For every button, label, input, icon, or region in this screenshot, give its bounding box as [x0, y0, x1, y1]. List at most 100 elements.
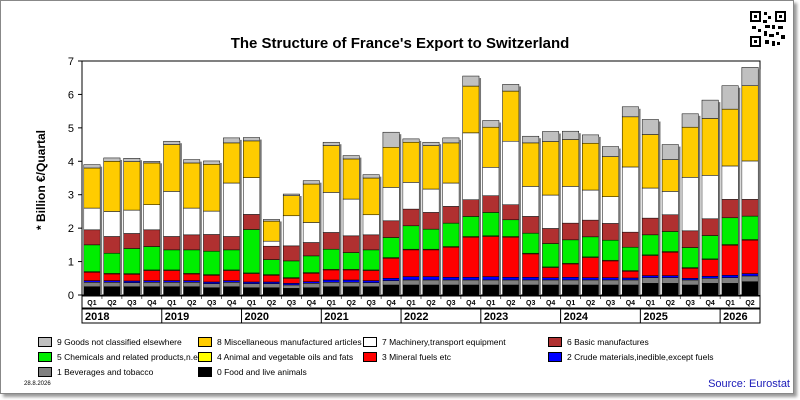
bar-segment-s6-q18: [442, 206, 460, 224]
bar-segment-s9-q20: [482, 120, 500, 128]
bar-shadow: [698, 115, 701, 296]
bar-shadow: [120, 159, 123, 295]
bar-segment-s0-q3: [143, 286, 161, 296]
bar-segment-s1-q33: [741, 275, 759, 282]
x-tick-label: Q1: [725, 300, 734, 307]
bar-shadow: [419, 140, 422, 295]
bar-segment-s0-q22: [522, 284, 540, 296]
bar-segment-s3-q0: [83, 272, 101, 281]
legend-item: 1 Beverages and tobacco: [38, 367, 153, 377]
bar-shadow: [598, 136, 601, 295]
bar-segment-s9-q19: [462, 75, 480, 87]
legend-swatch: [363, 337, 377, 347]
bar-segment-s5-q19: [462, 216, 480, 237]
bar-shadow: [758, 69, 761, 295]
x-tick-label: Q3: [686, 300, 695, 307]
year-label: 2018: [85, 311, 109, 323]
bar-segment-s3-q33: [741, 239, 759, 274]
x-tick-label: Q2: [347, 300, 356, 307]
bar-shadow: [718, 102, 721, 296]
bar-segment-s2-q16: [402, 276, 420, 281]
bar-segment-s1-q14: [362, 282, 380, 287]
bar-segment-s1-q10: [282, 284, 300, 289]
bar-segment-s7-q12: [322, 192, 340, 233]
bar-segment-s0-q10: [282, 288, 300, 296]
bar-segment-s7-q22: [522, 186, 540, 217]
bar-segment-s0-q20: [482, 284, 500, 296]
bar-segment-s6-q8: [243, 214, 260, 230]
bar-segment-s7-q27: [621, 166, 639, 233]
legend-label: 6 Basic manufactures: [567, 337, 649, 347]
y-tick-label: 1: [68, 257, 74, 269]
bar-segment-s3-q9: [263, 275, 280, 283]
bar-segment-s0-q7: [223, 286, 240, 296]
bar-segment-s2-q3: [143, 280, 161, 283]
bar-segment-s0-q25: [582, 284, 599, 296]
bar-segment-s9-q25: [582, 134, 599, 144]
bar-segment-s7-q15: [382, 187, 400, 222]
bar-segment-s8-q24: [562, 139, 579, 187]
x-tick-label: Q2: [506, 300, 515, 307]
x-tick-label: Q3: [127, 300, 136, 307]
bar-segment-s3-q18: [442, 246, 460, 278]
bar-segment-s5-q20: [482, 212, 500, 237]
bar-segment-s8-q12: [322, 145, 340, 193]
bar-segment-s2-q15: [382, 278, 400, 281]
bar-segment-s3-q31: [701, 259, 719, 277]
bar-segment-s1-q26: [602, 279, 619, 286]
bar-segment-s1-q19: [462, 279, 480, 286]
bar-segment-s8-q22: [522, 142, 540, 187]
bar-segment-s6-q26: [602, 223, 619, 241]
bar-segment-s2-q12: [322, 279, 340, 283]
legend-swatch: [38, 367, 52, 377]
bar-segment-s8-q28: [641, 134, 659, 189]
bar-segment-s2-q7: [223, 280, 240, 283]
bar-segment-s7-q14: [362, 214, 380, 236]
bar-segment-s1-q22: [522, 279, 540, 286]
bar-segment-s9-q23: [542, 131, 560, 142]
bar-segment-s7-q10: [282, 215, 300, 247]
bar-segment-s9-q1: [103, 157, 121, 162]
bar-segment-s9-q2: [123, 158, 141, 162]
bar-segment-s3-q27: [621, 271, 639, 279]
bar-segment-s1-q1: [103, 282, 121, 287]
bar-segment-s3-q12: [322, 269, 340, 281]
bar-segment-s5-q25: [582, 236, 599, 258]
bar-segment-s3-q22: [522, 253, 540, 278]
bar-segment-s8-q10: [282, 195, 300, 217]
x-tick-label: Q1: [327, 300, 336, 307]
bar-segment-s1-q11: [302, 283, 320, 288]
bar-segment-s6-q5: [183, 234, 201, 251]
x-tick-label: Q4: [466, 300, 475, 307]
bar-segment-s3-q15: [382, 257, 400, 279]
bar-segment-s3-q30: [681, 268, 699, 279]
bar-segment-s1-q27: [621, 279, 639, 286]
x-tick-label: Q4: [307, 300, 316, 307]
bar-segment-s7-q2: [123, 209, 141, 234]
bar-segment-s2-q22: [522, 277, 540, 281]
bar-segment-s5-q23: [542, 243, 560, 268]
bar-segment-s9-q29: [661, 144, 679, 160]
legend-label: 4 Animal and vegetable oils and fats: [217, 352, 354, 362]
bar-segment-s0-q14: [362, 286, 380, 296]
bar-segment-s8-q19: [462, 85, 480, 134]
bar-segment-s0-q31: [701, 283, 719, 296]
bar-segment-s8-q1: [103, 161, 121, 212]
x-tick-label: Q4: [386, 300, 395, 307]
bar-segment-s0-q12: [322, 286, 340, 296]
bar-segment-s1-q2: [123, 282, 141, 287]
bar-segment-s7-q19: [462, 132, 480, 200]
bar-segment-s5-q22: [522, 232, 540, 254]
bar-segment-s0-q16: [402, 284, 420, 296]
legend-item: 5 Chemicals and related products,n.e.s.: [38, 352, 207, 362]
x-tick-label: Q1: [486, 300, 495, 307]
x-tick-label: Q3: [207, 300, 216, 307]
bar-segment-s7-q23: [542, 194, 560, 229]
bar-segment-s8-q29: [661, 159, 679, 192]
bar-segment-s1-q31: [701, 278, 719, 284]
bar-segment-s3-q21: [502, 236, 520, 278]
bar-segment-s2-q13: [342, 279, 360, 283]
bar-segment-s8-q26: [602, 156, 619, 197]
bar-shadow: [518, 86, 521, 296]
bar-segment-s7-q30: [681, 177, 699, 232]
